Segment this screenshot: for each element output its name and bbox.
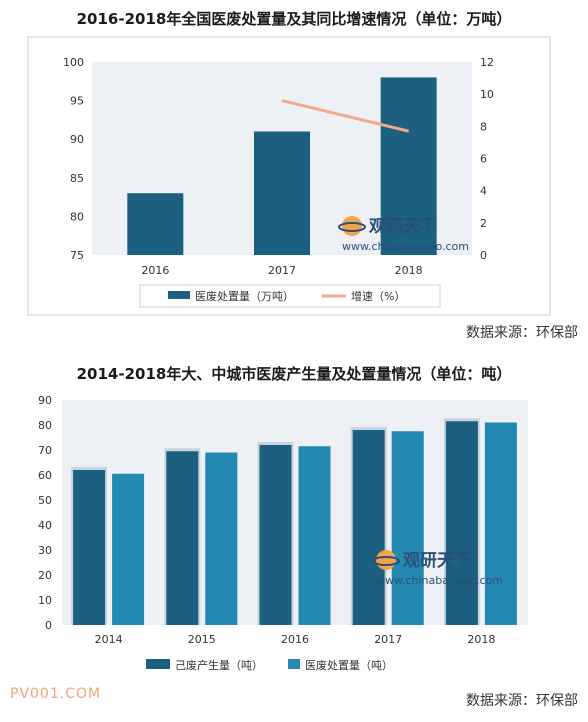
chart2-watermark-cn: 观研天下 [402, 551, 471, 571]
chart1-legend-box [139, 284, 441, 308]
chart2-y-tick-label: 40 [38, 519, 52, 532]
chart1-x-tick-label: 2018 [395, 264, 423, 277]
chart2-bar [298, 446, 331, 625]
chart2-legend-label-2: 医废处置量（吨） [305, 658, 393, 672]
chart1-title: 2016-2018年全国医废处置量及其同比增速情况（单位：万吨） [76, 10, 512, 28]
chart2-y-tick-label: 70 [38, 444, 52, 457]
chart2-y-tick-label: 0 [45, 619, 52, 632]
chart1-watermark-globe-icon [342, 216, 362, 236]
chart1-x-tick-label: 2017 [268, 264, 296, 277]
chart1-growth-line [281, 99, 410, 133]
chart2-x-tick-label: 2015 [188, 633, 216, 646]
chart1-bar [254, 131, 310, 255]
chart1-left-tick-label: 100 [63, 56, 84, 69]
chart1-right-tick-label: 12 [480, 56, 494, 69]
chart1-watermark-en: www.chinabaogao.com [342, 240, 469, 253]
chart1-legend-label-line: 增速（%） [351, 289, 405, 303]
chart1-watermark-cn: 观研天下 [368, 217, 437, 237]
chart2-title: 2014-2018年大、中城市医废产生量及处置量情况（单位：吨） [76, 365, 512, 383]
chart1-right-tick-label: 4 [480, 185, 487, 198]
chart1-left-tick-label: 85 [70, 172, 84, 185]
chart2-y-tick-label: 50 [38, 494, 52, 507]
chart2-legend-label-1: 己废产生量（吨） [175, 658, 263, 672]
chart2-bar [391, 431, 424, 625]
chart1-right-tick-label: 6 [480, 153, 487, 166]
chart2-x-tick-label: 2014 [95, 633, 123, 646]
chart2-y-tick-label: 20 [38, 569, 52, 582]
chart1-bar [127, 193, 184, 255]
chart2-y-tick-label: 60 [38, 469, 52, 482]
chart2-watermark-globe-icon [376, 550, 396, 570]
chart1-left-tick-label: 75 [70, 249, 84, 262]
chart1-legend-swatch-bar [168, 291, 190, 299]
chart2-bar [484, 422, 517, 625]
chart1-source: 数据来源：环保部 [466, 325, 578, 341]
chart2-bar [445, 421, 478, 625]
chart2-bar [166, 451, 199, 625]
chart2-x-tick-label: 2017 [374, 633, 402, 646]
chart1-right-tick-label: 8 [480, 120, 487, 133]
chart1-left-tick-label: 90 [70, 133, 84, 146]
chart2-watermark-orbit-icon [372, 556, 400, 566]
chart2-x-tick-label: 2016 [281, 633, 309, 646]
chart2-bar [352, 430, 385, 625]
chart1-bar [380, 77, 437, 255]
chart1-right-tick-label: 2 [480, 217, 487, 230]
chart2-y-tick-label: 80 [38, 419, 52, 432]
chart1-left-tick-label: 95 [70, 95, 84, 108]
footer-logo: PV001.COM [10, 686, 102, 702]
chart2-y-tick-label: 30 [38, 544, 52, 557]
chart1-x-tick-label: 2016 [141, 264, 169, 277]
chart2-y-tick-label: 10 [38, 594, 52, 607]
chart2-bar [259, 445, 292, 625]
chart2-legend-swatch-2 [288, 659, 300, 669]
chart2-bar [112, 473, 145, 625]
chart2-source: 数据来源：环保部 [466, 693, 578, 709]
chart2-y-tick-label: 90 [38, 394, 52, 407]
chart2-bar [205, 452, 238, 625]
chart1-left-tick-label: 80 [70, 210, 84, 223]
chart1-legend-label-bar: 医废处置量（万吨） [195, 289, 294, 303]
chart1-right-tick-label: 10 [480, 88, 494, 101]
chart2-legend-swatch-1 [146, 659, 170, 669]
chart2-watermark-en: www.chinabaogao.com [376, 574, 503, 587]
chart1-watermark-orbit-icon [338, 222, 366, 232]
chart2-x-tick-label: 2018 [467, 633, 495, 646]
chart1-right-tick-label: 0 [480, 249, 487, 262]
chart2-bar [73, 470, 106, 625]
